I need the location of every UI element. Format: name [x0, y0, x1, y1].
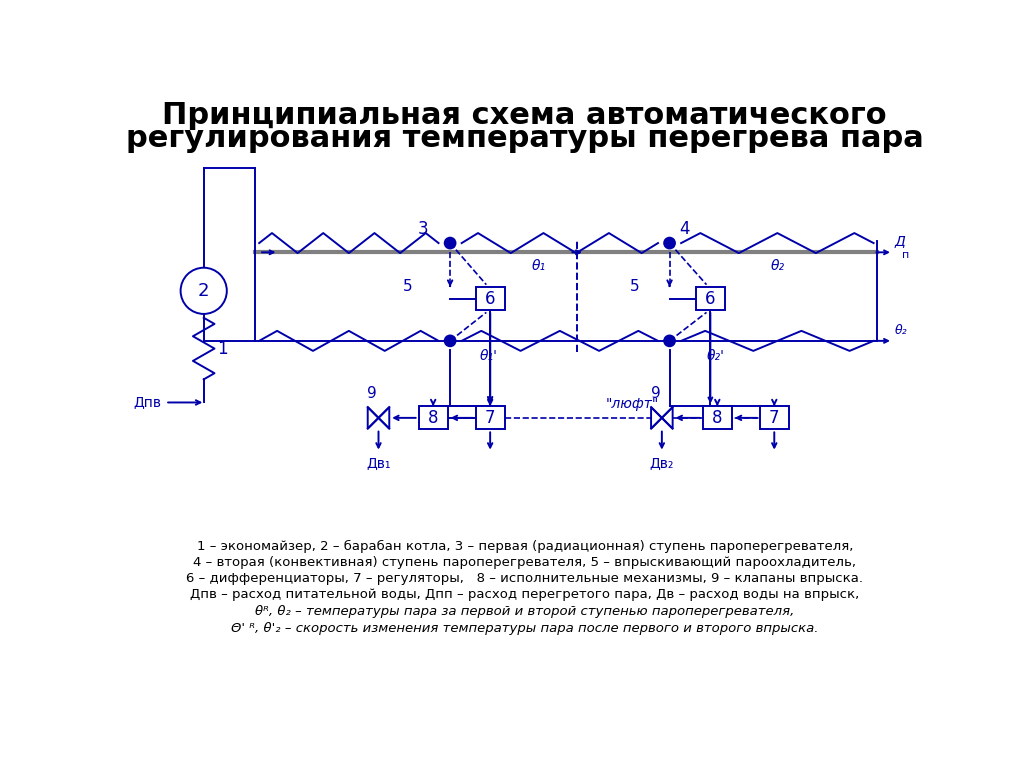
- Text: θ₁': θ₁': [479, 349, 498, 363]
- Text: Дв₂: Дв₂: [649, 456, 674, 470]
- Polygon shape: [651, 407, 662, 429]
- Circle shape: [444, 237, 456, 249]
- Polygon shape: [662, 407, 673, 429]
- Text: п: п: [902, 250, 909, 260]
- Text: 1 – экономайзер, 2 – барабан котла, 3 – первая (радиационная) ступень пароперегр: 1 – экономайзер, 2 – барабан котла, 3 – …: [197, 540, 853, 553]
- Bar: [475, 406, 505, 429]
- Text: 7: 7: [485, 409, 496, 427]
- Text: 4: 4: [680, 220, 690, 238]
- Text: Принципиальная схема автоматического: Принципиальная схема автоматического: [163, 101, 887, 130]
- Text: 3: 3: [418, 220, 428, 238]
- Text: θ₂: θ₂: [770, 259, 784, 273]
- Bar: [475, 287, 505, 310]
- Text: θ₁: θ₁: [531, 259, 546, 273]
- Text: 6: 6: [485, 290, 496, 307]
- Bar: [419, 406, 447, 429]
- Text: Дв₁: Дв₁: [367, 456, 391, 470]
- Text: Дпв: Дпв: [133, 396, 162, 409]
- Text: 5: 5: [403, 280, 413, 294]
- Text: 6: 6: [706, 290, 716, 307]
- Polygon shape: [368, 407, 379, 429]
- Text: Д: Д: [894, 234, 905, 249]
- Polygon shape: [379, 407, 389, 429]
- Bar: [702, 406, 732, 429]
- Text: Дпв – расход питательной воды, Дпп – расход перегретого пара, Дв – расход воды н: Дпв – расход питательной воды, Дпп – рас…: [190, 588, 859, 601]
- Bar: [695, 287, 725, 310]
- Text: 5: 5: [630, 280, 640, 294]
- Text: 8: 8: [712, 409, 723, 427]
- Text: θᴿ, θ₂ – температуры пара за первой и второй ступенью пароперегревателя,: θᴿ, θ₂ – температуры пара за первой и вт…: [255, 605, 795, 618]
- Circle shape: [665, 237, 675, 249]
- Text: θ₂: θ₂: [894, 324, 907, 337]
- Text: 6 – дифференциаторы, 7 – регуляторы,   8 – исполнительные механизмы, 9 – клапаны: 6 – дифференциаторы, 7 – регуляторы, 8 –…: [186, 572, 863, 585]
- Bar: [760, 406, 788, 429]
- Text: 4 – вторая (конвективная) ступень пароперегревателя, 5 – впрыскивающий пароохлад: 4 – вторая (конвективная) ступень паропе…: [194, 556, 856, 569]
- Circle shape: [180, 268, 226, 314]
- Text: 8: 8: [428, 409, 438, 427]
- Text: 9: 9: [651, 386, 660, 401]
- Text: 9: 9: [368, 386, 377, 401]
- Text: "люфт": "люфт": [605, 397, 658, 411]
- Circle shape: [665, 336, 675, 346]
- Text: регулирования температуры перегрева пара: регулирования температуры перегрева пара: [126, 124, 924, 153]
- Text: Θ' ᴿ, θ'₂ – скорость изменения температуры пара после первого и второго впрыска.: Θ' ᴿ, θ'₂ – скорость изменения температу…: [231, 621, 818, 634]
- Text: θ₂': θ₂': [707, 349, 725, 363]
- Text: 2: 2: [198, 282, 210, 300]
- Text: 1: 1: [217, 339, 228, 358]
- Text: 7: 7: [769, 409, 779, 427]
- Circle shape: [444, 336, 456, 346]
